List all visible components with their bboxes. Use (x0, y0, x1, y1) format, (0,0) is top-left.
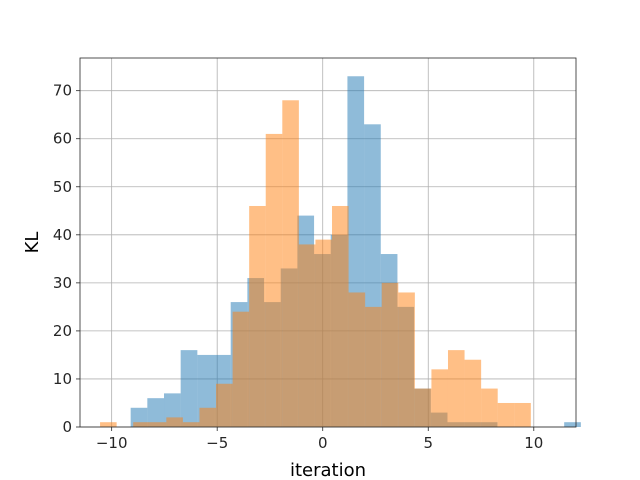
x-tick-label: 10 (524, 434, 543, 452)
x-tick-label: 0 (318, 434, 328, 452)
y-tick-label: 0 (62, 418, 72, 436)
histogram-bar-series-2 (447, 350, 465, 427)
bars (100, 76, 581, 427)
histogram-bar-series-2 (249, 205, 266, 427)
y-tick-label: 30 (53, 274, 72, 292)
histogram-bar-series-2 (232, 311, 250, 427)
histogram-bar-series-2 (133, 422, 150, 427)
x-tick-label: −10 (96, 434, 128, 452)
histogram-bar-series-2 (332, 205, 349, 427)
histogram-bar-series-2 (497, 402, 515, 427)
x-tick-label: 5 (423, 434, 433, 452)
histogram-bar-series-2 (315, 239, 333, 427)
histogram-bar-series-2 (282, 100, 299, 427)
y-tick-label: 20 (53, 322, 72, 340)
histogram-bar-series-2 (348, 292, 366, 427)
y-tick-label: 70 (53, 82, 72, 100)
x-tick-label: −5 (206, 434, 228, 452)
histogram-bar-series-2 (381, 282, 399, 427)
y-tick-label: 10 (53, 370, 72, 388)
histogram-bar-series-1 (147, 398, 165, 427)
histogram-bar-series-2 (298, 244, 316, 427)
histogram-bar-series-2 (481, 388, 498, 427)
histogram-bar-series-1 (564, 422, 581, 427)
histogram-bar-series-2 (265, 133, 283, 427)
histogram-bar-series-2 (166, 417, 183, 427)
histogram-bar-series-2 (100, 422, 117, 427)
plot-frame (79, 57, 577, 428)
histogram-bar-series-2 (398, 292, 415, 427)
histogram-bar-series-2 (514, 402, 531, 427)
y-tick-label: 50 (53, 178, 72, 196)
histogram-bar-series-2 (182, 422, 200, 427)
x-axis-label: iteration (290, 460, 366, 480)
y-tick-label: 40 (53, 226, 72, 244)
ticks: −10 −5 0 5 10 0 10 20 30 40 50 60 70 (53, 82, 543, 452)
histogram-bar-series-2 (149, 422, 167, 427)
histogram-bar-series-1 (180, 350, 198, 427)
histogram-bar-series-2 (199, 407, 217, 427)
histogram-bar-series-2 (464, 359, 482, 427)
histogram-bar-series-2 (365, 306, 382, 427)
histogram-bar-series-2 (216, 383, 233, 427)
y-tick-label: 60 (53, 130, 72, 148)
histogram-bar-series-2 (431, 369, 448, 427)
histogram-bar-series-2 (414, 388, 432, 427)
y-axis-label: KL (22, 232, 43, 254)
